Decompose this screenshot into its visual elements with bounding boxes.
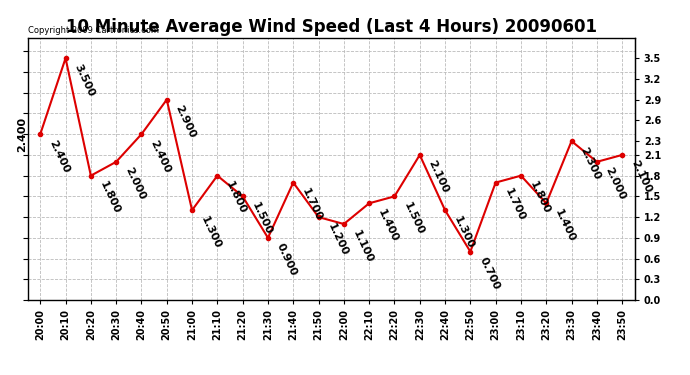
Text: 1.700: 1.700 (300, 187, 324, 223)
Text: 2.300: 2.300 (578, 145, 602, 181)
Text: 2.400: 2.400 (18, 117, 28, 152)
Text: 2.400: 2.400 (148, 138, 172, 174)
Title: 10 Minute Average Wind Speed (Last 4 Hours) 20090601: 10 Minute Average Wind Speed (Last 4 Hou… (66, 18, 597, 36)
Text: 2.100: 2.100 (426, 159, 451, 195)
Text: 1.300: 1.300 (199, 214, 223, 250)
Text: 1.700: 1.700 (502, 187, 526, 223)
Text: Copyright 2009 Cartronics.com: Copyright 2009 Cartronics.com (28, 26, 159, 35)
Text: 1.800: 1.800 (98, 180, 121, 216)
Text: 1.400: 1.400 (553, 207, 577, 243)
Text: 1.400: 1.400 (376, 207, 400, 243)
Text: 1.500: 1.500 (250, 201, 273, 236)
Text: 1.200: 1.200 (326, 221, 349, 257)
Text: 0.700: 0.700 (477, 256, 501, 292)
Text: 2.000: 2.000 (604, 166, 628, 202)
Text: 2.900: 2.900 (174, 104, 197, 140)
Text: 2.000: 2.000 (123, 166, 147, 202)
Text: 1.300: 1.300 (452, 214, 476, 250)
Text: 1.500: 1.500 (402, 201, 425, 236)
Text: 3.500: 3.500 (72, 62, 96, 98)
Text: 1.100: 1.100 (351, 228, 375, 264)
Text: 2.400: 2.400 (47, 138, 71, 174)
Text: 2.100: 2.100 (629, 159, 653, 195)
Text: 1.800: 1.800 (224, 180, 248, 216)
Text: 0.900: 0.900 (275, 242, 299, 278)
Text: 1.800: 1.800 (528, 180, 552, 216)
